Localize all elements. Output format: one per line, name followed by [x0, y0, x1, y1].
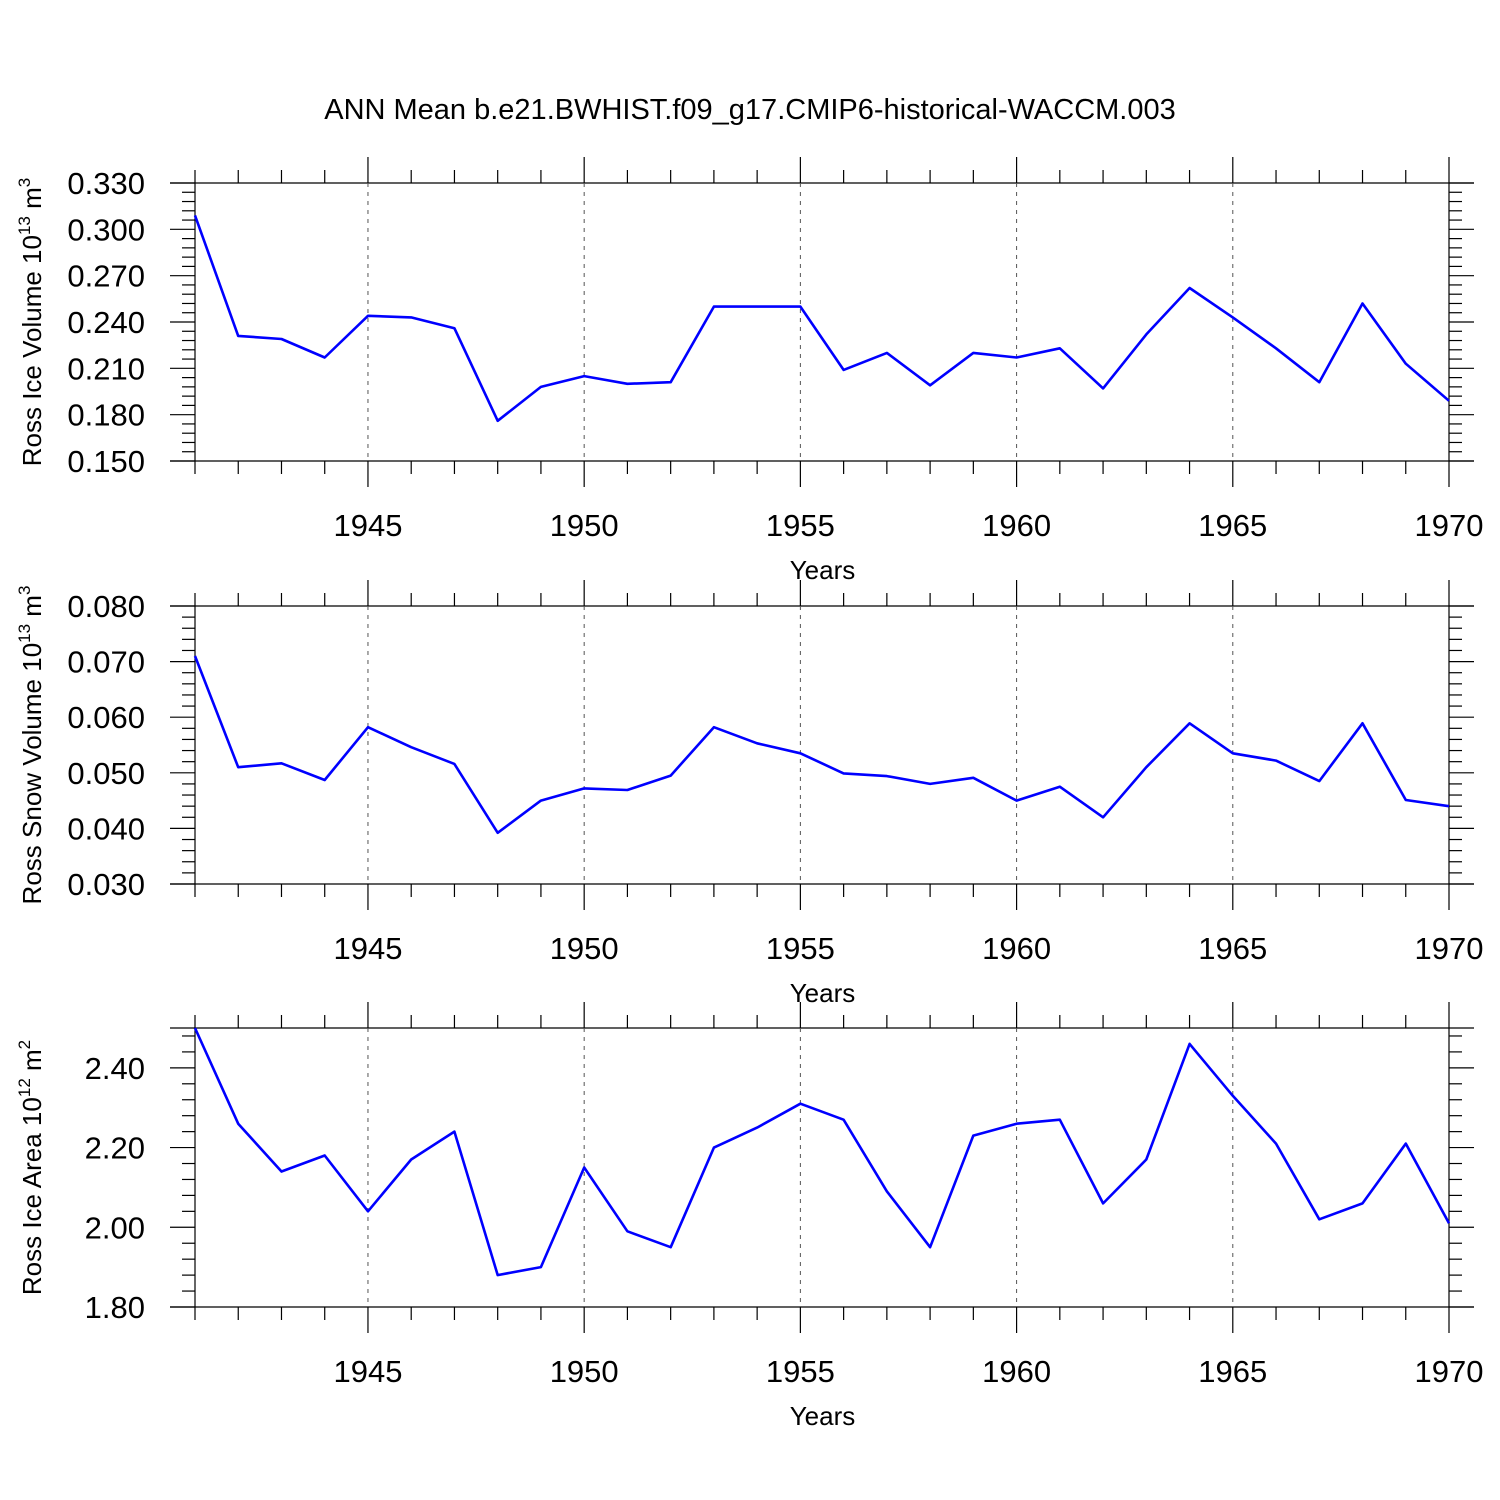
x-tick-label: 1945 — [333, 1354, 402, 1389]
y-axis-label-exp: 13 — [15, 624, 34, 643]
y-tick-label: 0.030 — [67, 867, 145, 902]
y-tick-label: 0.070 — [67, 645, 145, 680]
y-axis-label: Ross Snow Volume 1013 m3 — [15, 586, 47, 905]
y-axis-label-unit-exp: 2 — [15, 1040, 34, 1049]
y-tick-label: 0.150 — [67, 444, 145, 479]
y-axis-label-unit-exp: 3 — [15, 586, 34, 595]
y-axis-label-base: Ross Snow Volume 10 — [17, 643, 47, 905]
x-tick-label: 1955 — [766, 1354, 835, 1389]
y-tick-label: 0.270 — [67, 259, 145, 294]
y-tick-label: 0.180 — [67, 398, 145, 433]
x-tick-label: 1960 — [982, 508, 1051, 543]
y-tick-label: 0.040 — [67, 811, 145, 846]
x-tick-label: 1965 — [1198, 931, 1267, 966]
y-tick-label: 1.80 — [85, 1290, 145, 1325]
panels: 1945 1950 1955 1960 1965 1970 0.150 0.180 0.210 0… — [15, 157, 1483, 1431]
y-axis-label-unit: m — [17, 595, 47, 624]
x-axis-label: Years — [790, 1401, 856, 1431]
x-tick-label: 1950 — [550, 931, 619, 966]
panel-2: 1945 1950 1955 1960 1965 1970 0.030 0.040 0.050 0… — [15, 580, 1483, 1008]
x-tick-label: 1965 — [1198, 1354, 1267, 1389]
series-line — [193, 655, 1450, 835]
x-axis-label: Years — [790, 978, 856, 1008]
y-axis-label-unit: m — [17, 1049, 47, 1078]
x-tick-label: 1960 — [982, 931, 1051, 966]
y-tick-label: 0.210 — [67, 351, 145, 386]
panel-1: 1945 1950 1955 1960 1965 1970 0.150 0.180 0.210 0… — [15, 157, 1483, 585]
x-tick-label: 1970 — [1415, 508, 1484, 543]
x-tick-label: 1970 — [1415, 931, 1484, 966]
y-tick-label: 0.300 — [67, 212, 145, 247]
y-axis-label-exp: 13 — [15, 216, 34, 235]
x-tick-label: 1955 — [766, 931, 835, 966]
y-axis-label-base: Ross Ice Area 10 — [17, 1097, 47, 1295]
y-tick-label: 0.060 — [67, 700, 145, 735]
panel-3: 1945 1950 1955 1960 1965 1970 1.80 2.00 2.20 2.40… — [15, 1002, 1483, 1431]
x-tick-label: 1970 — [1415, 1354, 1484, 1389]
y-tick-label: 0.330 — [67, 166, 145, 201]
x-tick-label: 1945 — [333, 508, 402, 543]
y-tick-label: 0.050 — [67, 756, 145, 791]
y-tick-label: 0.080 — [67, 589, 145, 624]
x-tick-label: 1960 — [982, 1354, 1051, 1389]
x-tick-label: 1950 — [550, 508, 619, 543]
x-tick-label: 1955 — [766, 508, 835, 543]
y-axis-label-exp: 12 — [15, 1078, 34, 1097]
x-tick-label: 1950 — [550, 1354, 619, 1389]
y-axis-label-base: Ross Ice Volume 10 — [17, 235, 47, 466]
x-tick-label: 1965 — [1198, 508, 1267, 543]
y-tick-label: 2.00 — [85, 1210, 145, 1245]
y-axis-label: Ross Ice Area 1012 m2 — [15, 1040, 47, 1295]
y-tick-label: 2.20 — [85, 1131, 145, 1166]
y-tick-label: 2.40 — [85, 1051, 145, 1086]
y-axis-label: Ross Ice Volume 1013 m3 — [15, 178, 47, 467]
x-tick-label: 1945 — [333, 931, 402, 966]
y-axis-label-unit: m — [17, 187, 47, 216]
series-line — [193, 1027, 1451, 1277]
figure-title: ANN Mean b.e21.BWHIST.f09_g17.CMIP6-hist… — [324, 94, 1176, 126]
x-axis-label: Years — [790, 555, 856, 585]
y-tick-label: 0.240 — [67, 305, 145, 340]
series-line — [193, 214, 1450, 423]
y-axis-label-unit-exp: 3 — [15, 178, 34, 187]
